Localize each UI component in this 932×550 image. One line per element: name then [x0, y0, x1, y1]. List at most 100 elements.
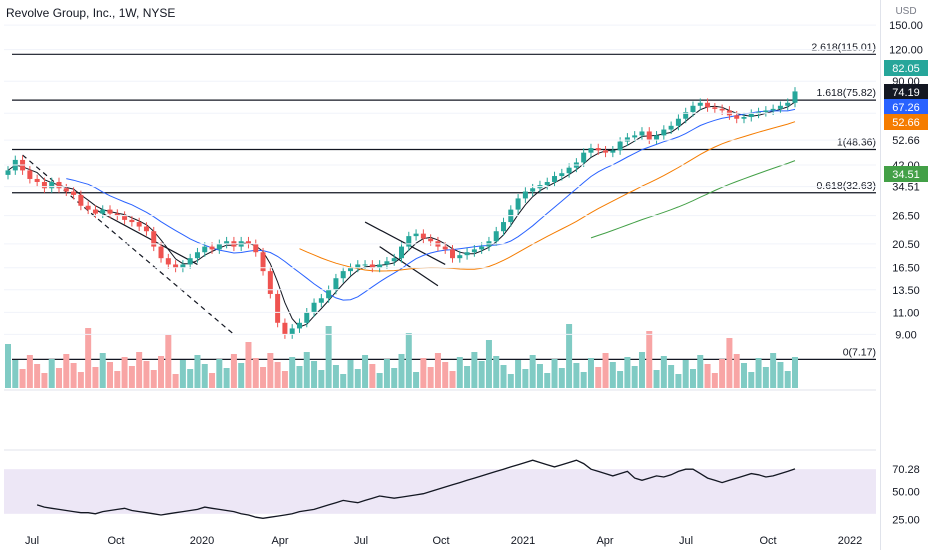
moving-average-line	[66, 108, 796, 301]
candle-body	[384, 261, 390, 265]
volume-bar	[631, 366, 638, 388]
price-axis-separator	[880, 0, 881, 550]
candle-body	[260, 252, 266, 272]
volume-bar	[777, 362, 784, 388]
moving-average-line	[590, 160, 796, 239]
price-tick-label: 16.50	[892, 263, 920, 275]
candle-body	[530, 188, 536, 192]
volume-bar	[689, 369, 696, 388]
volume-bar	[427, 367, 434, 388]
candle-body	[646, 131, 652, 140]
volume-bar	[63, 354, 70, 388]
candle-body	[194, 252, 200, 259]
volume-bar	[413, 372, 420, 388]
macd-pane	[4, 389, 876, 451]
candle-body	[107, 209, 113, 214]
time-tick-label: 2021	[511, 535, 535, 547]
candle-body	[581, 152, 587, 163]
candle-body	[151, 231, 157, 247]
volume-bar	[420, 358, 427, 388]
volume-bar	[682, 360, 689, 388]
volume-bar	[354, 369, 361, 388]
candle-body	[493, 231, 499, 242]
volume-bar	[442, 362, 449, 388]
volume-bar	[762, 367, 769, 388]
volume-bar	[740, 363, 747, 388]
candle-body	[734, 115, 740, 119]
volume-bar	[405, 333, 412, 388]
candle-body	[428, 238, 434, 242]
volume-bar	[114, 371, 121, 388]
candle-body	[318, 298, 324, 303]
candle-body	[624, 137, 630, 142]
time-tick-label: Apr	[596, 535, 613, 547]
volume-bar	[646, 331, 653, 388]
volume-bar	[48, 359, 55, 388]
volume-bar	[85, 328, 92, 388]
volume-bar	[260, 367, 267, 388]
candle-body	[362, 264, 368, 266]
price-badge	[884, 166, 928, 182]
volume-bar	[719, 359, 726, 388]
candle-body	[763, 110, 769, 113]
fib-level-label: 0(7.17)	[843, 346, 876, 358]
volume-bar	[362, 355, 369, 388]
volume-bar	[383, 359, 390, 388]
volume-bar	[12, 360, 19, 388]
candle-body	[595, 148, 601, 151]
candle-body	[639, 131, 645, 136]
candle-body	[326, 289, 332, 299]
volume-bar	[449, 371, 456, 388]
moving-averages	[7, 101, 796, 328]
price-tick-label: 34.51	[892, 182, 920, 194]
rsi-tick-label: 50.00	[892, 487, 920, 499]
candle-body	[770, 108, 776, 111]
volume-bar	[274, 362, 281, 388]
candle-body	[719, 108, 725, 111]
rsi-pane: 70.28 50.00 25.00	[4, 459, 920, 526]
candle-body	[216, 243, 222, 250]
candle-body	[5, 170, 11, 175]
volume-bar	[332, 365, 339, 388]
volume-bar	[325, 326, 332, 388]
candle-body	[705, 102, 711, 108]
candle-body	[515, 198, 521, 210]
candle-body	[712, 107, 718, 109]
candle-body	[136, 222, 142, 227]
volume-bar	[201, 364, 208, 388]
candle-body	[413, 233, 419, 237]
chart-title: Revolve Group, Inc., 1W, NYSE	[6, 6, 176, 20]
candle-body	[675, 118, 681, 126]
volume-bar	[216, 359, 223, 388]
volume-bar	[209, 373, 216, 388]
volume-bar	[602, 353, 609, 388]
volume-bar	[26, 355, 33, 388]
candle-body	[588, 148, 594, 153]
price-badge-value: 52.66	[892, 117, 920, 129]
candle-body	[27, 170, 33, 179]
volume-bar	[711, 373, 718, 388]
price-badge	[884, 84, 928, 100]
candle-body	[420, 233, 426, 239]
candle-body	[34, 178, 40, 182]
candle-body	[544, 181, 550, 186]
price-badge-value: 82.05	[892, 63, 920, 75]
candle-body	[85, 205, 91, 210]
time-tick-label: Jul	[25, 535, 39, 547]
volume-bar	[566, 324, 573, 388]
volume-bar	[653, 370, 660, 388]
candle-body	[180, 264, 186, 268]
volume-bar	[478, 361, 485, 388]
candle-body	[355, 264, 361, 268]
candle-body	[49, 181, 55, 189]
volume-bar	[558, 368, 565, 388]
volume-bar	[19, 369, 26, 388]
candle-body	[129, 219, 135, 223]
volume-bar	[281, 371, 288, 388]
volume-bar	[172, 374, 179, 388]
volume-bar	[303, 352, 310, 388]
candle-body	[457, 255, 463, 259]
volume-bar	[609, 362, 616, 388]
candle-body	[450, 249, 456, 259]
price-tick-label: 11.00	[893, 307, 920, 319]
